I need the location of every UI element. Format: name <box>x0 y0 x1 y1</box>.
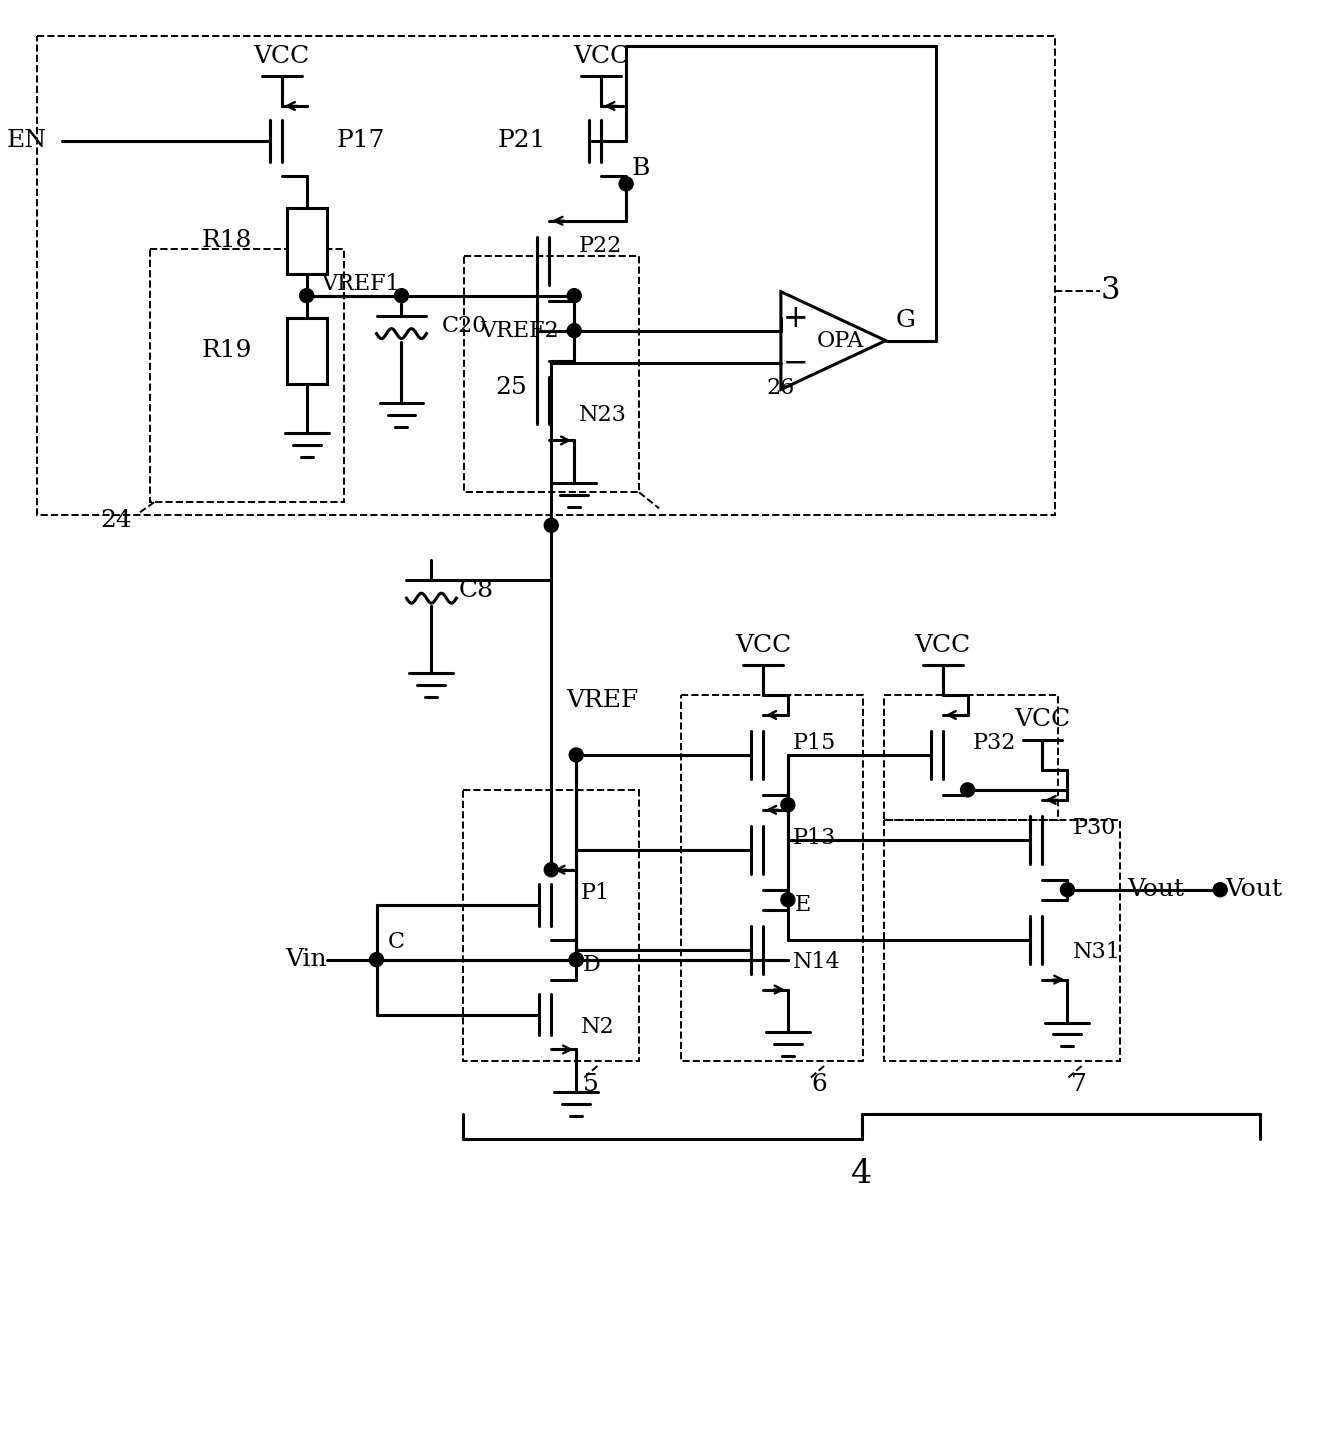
Text: P30: P30 <box>1072 817 1117 839</box>
Circle shape <box>569 952 584 967</box>
Text: P22: P22 <box>580 235 623 257</box>
Circle shape <box>545 862 558 877</box>
Text: VCC: VCC <box>914 633 970 656</box>
FancyBboxPatch shape <box>287 207 326 273</box>
Circle shape <box>568 323 581 337</box>
Text: Vout: Vout <box>1225 878 1282 901</box>
Text: R18: R18 <box>201 229 252 252</box>
Text: 4: 4 <box>851 1158 872 1190</box>
Text: C20: C20 <box>442 315 487 336</box>
Circle shape <box>1213 882 1227 897</box>
Text: N23: N23 <box>580 405 627 426</box>
Text: P1: P1 <box>581 882 611 904</box>
Text: EN: EN <box>7 129 47 153</box>
Text: D: D <box>582 954 600 975</box>
Text: B: B <box>632 157 651 180</box>
Text: P32: P32 <box>973 732 1016 754</box>
Text: VREF1: VREF1 <box>322 273 400 295</box>
Text: OPA: OPA <box>817 329 864 352</box>
Text: +: + <box>782 303 809 333</box>
Circle shape <box>395 289 408 303</box>
Text: P17: P17 <box>337 129 385 153</box>
Text: E: E <box>794 894 811 915</box>
Text: 6: 6 <box>811 1072 827 1095</box>
Text: 24: 24 <box>101 509 132 532</box>
Circle shape <box>781 798 794 812</box>
Text: N14: N14 <box>793 951 840 972</box>
Text: 5: 5 <box>584 1072 599 1095</box>
Text: G: G <box>895 309 915 332</box>
Text: R19: R19 <box>201 339 252 362</box>
FancyBboxPatch shape <box>287 317 326 383</box>
Circle shape <box>369 952 384 967</box>
Circle shape <box>1060 882 1075 897</box>
Text: Vout: Vout <box>1127 878 1185 901</box>
Text: −: − <box>784 347 809 379</box>
Text: P13: P13 <box>793 827 836 849</box>
Text: 7: 7 <box>1071 1072 1087 1095</box>
Circle shape <box>961 782 974 797</box>
Circle shape <box>569 748 584 762</box>
Text: VREF: VREF <box>566 688 639 712</box>
Text: VCC: VCC <box>735 633 790 656</box>
Circle shape <box>569 952 584 967</box>
Circle shape <box>299 289 314 303</box>
Circle shape <box>545 518 558 532</box>
Text: C: C <box>388 931 405 952</box>
Text: Vin: Vin <box>285 948 326 971</box>
Text: P15: P15 <box>793 732 836 754</box>
Circle shape <box>781 892 794 907</box>
Text: VREF2: VREF2 <box>480 320 560 342</box>
Text: VCC: VCC <box>573 44 629 67</box>
Circle shape <box>568 289 581 303</box>
Text: VCC: VCC <box>1015 708 1071 732</box>
Circle shape <box>619 177 633 190</box>
Text: C8: C8 <box>459 579 494 602</box>
Text: 25: 25 <box>495 376 527 399</box>
Text: N2: N2 <box>581 1015 615 1038</box>
Text: P21: P21 <box>498 129 546 153</box>
Text: 26: 26 <box>766 378 794 399</box>
Text: N31: N31 <box>1072 941 1121 962</box>
Text: 3: 3 <box>1100 275 1121 306</box>
Text: VCC: VCC <box>254 44 310 67</box>
